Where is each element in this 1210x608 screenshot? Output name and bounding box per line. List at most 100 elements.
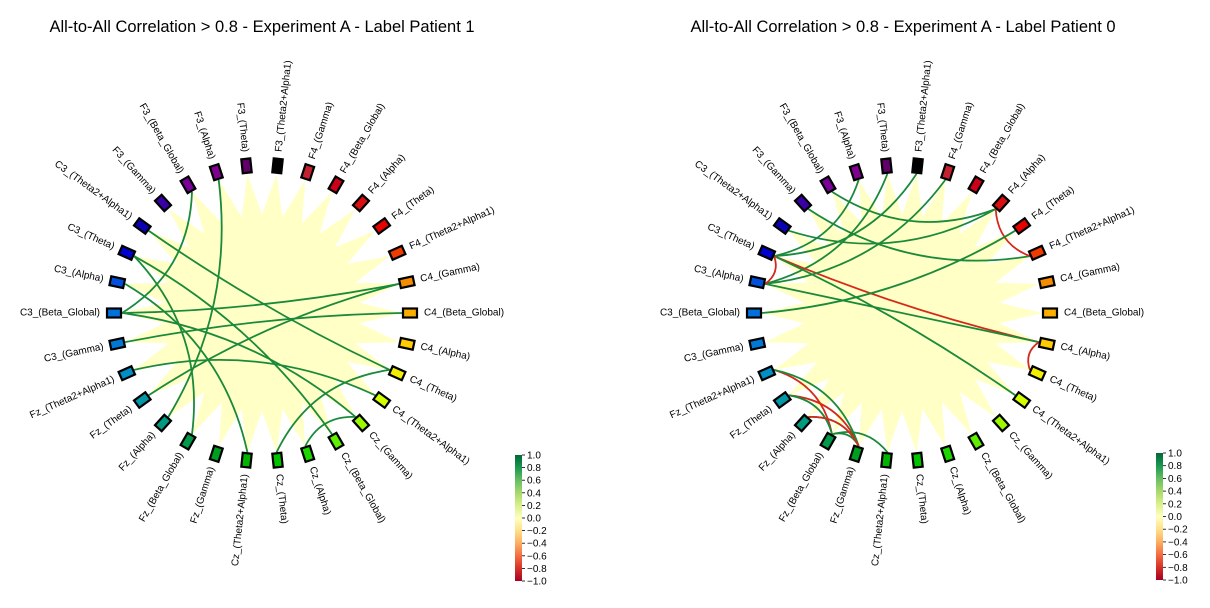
edge-c3-theta-to-c4-theta2-alpha1 (773, 255, 1016, 397)
node-f3-gamma (153, 193, 173, 213)
colorbar-tick-label: 1.0 (1168, 449, 1182, 460)
edge-fz-gamma-to-fz-alpha (808, 416, 860, 447)
edge-c3-theta-to-c3-alpha (764, 255, 777, 285)
edge-cz-theta-to-c4-theta (275, 369, 391, 453)
node-fz-theta2-alpha1 (117, 364, 137, 382)
node-label-f4-alpha: F4_(Alpha) (1006, 152, 1047, 196)
node-f3-alpha (208, 162, 225, 182)
node-label-f3-alpha: F3_(Alpha) (191, 110, 217, 160)
node-label-c3-theta2-alpha1: C3_(Theta2+Alpha1) (692, 159, 774, 223)
edge-fz-theta-to-fz-gamma (788, 394, 860, 447)
node-c4-theta (1027, 364, 1047, 382)
node-fz-beta-global (179, 431, 197, 452)
node-c4-beta-global (1041, 307, 1059, 319)
node-label-f3-gamma: F3_(Gamma) (110, 145, 158, 197)
node-f4-alpha (351, 193, 371, 213)
node-label-c3-theta: C3_(Theta) (706, 222, 757, 253)
node-label-cz-theta2-alpha1: Cz_(Theta2+Alpha1) (230, 474, 251, 567)
edge-f3-theta2-alpha1-to-c3-theta (774, 173, 918, 257)
node-cz-theta2-alpha1 (880, 451, 893, 469)
node-label-fz-gamma: Fz_(Gamma) (189, 465, 218, 524)
node-f3-theta2-alpha1 (911, 157, 924, 175)
node-label-c3-alpha: C3_(Alpha) (53, 264, 105, 285)
colorbar-tick-label: −0.8 (527, 564, 547, 575)
node-fz-gamma (208, 444, 225, 464)
node-label-fz-theta2-alpha1: Fz_(Theta2+Alpha1) (28, 374, 116, 421)
colorbar-tick-label: 0.8 (1168, 461, 1182, 472)
chart-title-right: All-to-All Correlation > 0.8 - Experimen… (690, 18, 1116, 36)
node-label-f3-theta: F3_(Theta) (874, 102, 890, 152)
node-f4-beta-global (967, 174, 985, 195)
node-label-f4-beta-global: F4_(Beta_Global) (338, 102, 387, 176)
edge-f3-beta-global-to-c3-beta-global (121, 191, 193, 314)
node-c3-alpha (748, 275, 767, 290)
edge-c3-theta2-alpha1-to-f4-alpha (788, 208, 997, 245)
colorbar-tick-label: −0.4 (527, 539, 547, 550)
node-label-cz-beta-global: Cz_(Beta_Global) (338, 451, 387, 525)
node-cz-theta (911, 451, 924, 469)
colorbar-tick-label: 0.4 (527, 488, 541, 499)
node-c4-beta-global (401, 307, 419, 319)
node-label-f3-theta2-alpha1: F3_(Theta2+Alpha1) (274, 60, 295, 153)
node-label-fz-beta-global: Fz_(Beta_Global) (777, 451, 826, 524)
edge-c3-gamma-to-c4-beta-global (124, 312, 403, 343)
node-label-fz-theta: Fz_(Theta) (728, 404, 774, 442)
colorbar-tick-label: 0.4 (1168, 487, 1182, 498)
colorbar-tick-label: −0.2 (527, 526, 547, 537)
node-label-c3-theta2-alpha1: C3_(Theta2+Alpha1) (52, 159, 134, 223)
node-label-fz-alpha: Fz_(Alpha) (117, 430, 158, 474)
node-label-c4-alpha: C4_(Alpha) (1059, 341, 1111, 362)
node-label-f4-theta2-alpha1: F4_(Theta2+Alpha1) (408, 205, 497, 252)
node-f4-theta (1011, 216, 1032, 236)
node-c4-theta2-alpha1 (371, 390, 392, 410)
node-f3-theta (240, 157, 253, 175)
node-fz-theta (132, 390, 153, 410)
node-label-cz-theta2-alpha1: Cz_(Theta2+Alpha1) (870, 474, 891, 567)
edge-fz-theta-to-fz-beta-global (788, 394, 833, 435)
edge-c3-theta-to-cz-beta-global (133, 255, 333, 435)
node-label-f3-beta-global: F3_(Beta_Global) (137, 102, 186, 176)
node-label-f4-beta-global: F4_(Beta_Global) (978, 102, 1027, 176)
node-c3-theta (117, 244, 137, 262)
node-c3-beta-global (105, 307, 123, 319)
node-label-fz-beta-global: Fz_(Beta_Global) (137, 451, 186, 524)
edge-f3-beta-global-to-f4-alpha (831, 191, 997, 223)
node-c4-alpha (397, 336, 416, 351)
node-label-f4-alpha: F4_(Alpha) (366, 152, 407, 196)
colorbar-tick-label: 0.6 (1168, 474, 1182, 485)
node-label-c4-gamma: C4_(Gamma) (1059, 261, 1121, 284)
node-f3-beta-global (819, 174, 837, 195)
node-c3-theta2-alpha1 (772, 216, 793, 236)
node-c3-theta2-alpha1 (132, 216, 153, 236)
node-label-cz-alpha: Cz_(Alpha) (947, 465, 973, 516)
colorbar-tick-label: −0.6 (527, 551, 547, 562)
colorbar-tick-label: 0.2 (1168, 499, 1182, 510)
colorbar-tick-label: −0.4 (1168, 537, 1188, 548)
node-f3-beta-global (179, 174, 197, 195)
node-label-c4-theta2-alpha1: C4_(Theta2+Alpha1) (1030, 404, 1112, 468)
node-label-fz-theta: Fz_(Theta) (88, 404, 134, 442)
edge-f3-gamma-to-f4-theta2-alpha1 (807, 208, 1031, 262)
node-label-f3-theta: F3_(Theta) (234, 102, 250, 152)
node-label-f3-alpha: F3_(Alpha) (831, 110, 857, 160)
edge-c3-alpha-to-c4-alpha (764, 283, 1040, 343)
node-label-cz-theta: Cz_(Theta) (273, 474, 289, 525)
node-f3-theta2-alpha1 (271, 157, 284, 175)
node-label-fz-alpha: Fz_(Alpha) (757, 430, 798, 474)
colorbar-tick-label: −0.8 (1168, 563, 1188, 574)
node-f4-alpha (991, 193, 1011, 213)
colorbar-right: 1.00.8 0.6 0.40.2 0.0 −0.2−0.4 −0.6 −0.8 −1.0 (1156, 449, 1188, 587)
node-cz-beta-global (327, 431, 345, 452)
edge-f3-alpha-to-fz-alpha (167, 179, 223, 418)
node-cz-theta (271, 451, 284, 469)
node-f4-gamma (299, 162, 316, 182)
node-label-f3-theta2-alpha1: F3_(Theta2+Alpha1) (914, 60, 935, 153)
colorbar-tick-label: 0.8 (527, 463, 541, 474)
node-c3-gamma (108, 336, 127, 351)
edge-f4-gamma-to-c3-alpha (764, 179, 947, 285)
node-fz-alpha (793, 413, 813, 433)
node-label-fz-theta2-alpha1: Fz_(Theta2+Alpha1) (668, 374, 756, 421)
node-cz-beta-global (967, 431, 985, 452)
edge-c3-beta-global-to-cz-gamma (121, 312, 357, 418)
